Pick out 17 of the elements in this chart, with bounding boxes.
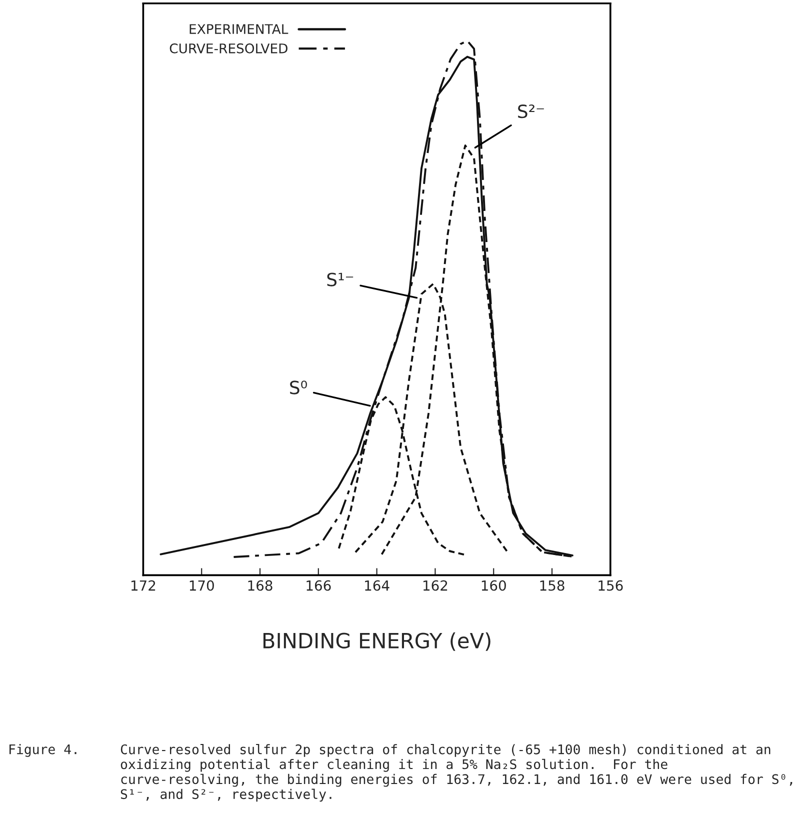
x-tick-label: 160: [482, 580, 506, 591]
x-tick-label: 162: [423, 580, 448, 591]
x-tick-label: 156: [598, 580, 623, 591]
x-tick-label: 158: [540, 580, 564, 591]
x-tick-label: 168: [248, 580, 272, 591]
x-tick-label: 166: [306, 580, 331, 591]
annotation: S¹⁻: [327, 272, 354, 286]
x-tick-label: 172: [131, 580, 156, 591]
annotation: S⁰: [290, 380, 307, 394]
x-tick-label: 164: [365, 580, 390, 591]
legend-label: CURVE-RESOLVED: [170, 43, 288, 54]
legend-label: EXPERIMENTAL: [190, 24, 288, 34]
x-tick-label: 170: [190, 580, 214, 591]
text: Curve-resolved sulfur 2p spectra of chalcopyrite (-65 +100 mesh) conditioned at an oxidizing potential after cleaning it in a 5% Na₂S solution. For the curve-resolving, the binding energies of 163.7, 162.1, and 161.0 eV were used for S⁰, S¹⁻, and S²⁻, respectively.: [120, 744, 792, 802]
x-axis-title: BINDING ENERGY (eV): [263, 632, 490, 651]
caption: Figure 4.: [10, 744, 76, 757]
annotation: S²⁻: [518, 104, 544, 118]
